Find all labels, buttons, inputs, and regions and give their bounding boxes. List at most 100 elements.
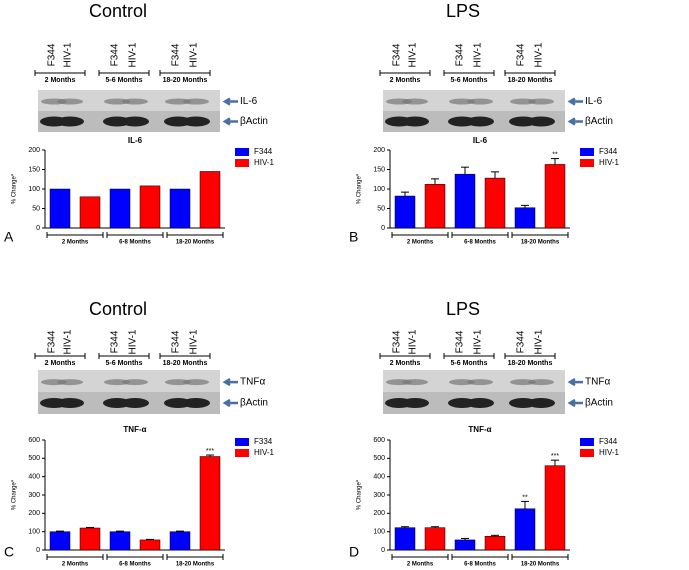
bar (139, 539, 161, 551)
significance-mark: *** (206, 448, 214, 455)
legend-label: F334 (254, 437, 273, 446)
lane-group-label: 5-6 Months (451, 77, 488, 84)
bar (484, 177, 506, 229)
y-tick-label: 0 (36, 547, 40, 554)
panel-title: Control (89, 299, 147, 319)
blot-band (467, 98, 493, 105)
lane-label: HIV-1 (128, 42, 139, 67)
blot-band (527, 116, 555, 127)
legend-swatch (580, 159, 594, 167)
y-axis-label: % Change* (12, 173, 18, 204)
lane-group-label: 18-20 Months (163, 77, 208, 84)
legend-swatch (580, 148, 594, 156)
bar (454, 539, 476, 551)
panel: LPS D F344 HIV-1 F344 HIV-1 F344 HIV-1 2 Months 5… (349, 299, 620, 568)
blot-band (121, 116, 149, 127)
blot-band (449, 379, 475, 386)
chart-title: TNF-α (123, 425, 146, 434)
blot-band (182, 398, 210, 408)
lane-group-label: 2 Months (45, 360, 76, 367)
bar (199, 456, 221, 551)
blot-band (510, 379, 536, 386)
blot-band (401, 116, 429, 127)
x-tick-label: 6-8 Months (464, 562, 496, 568)
band-arrow (567, 378, 583, 387)
bar (49, 188, 71, 229)
band-label: TNFα (240, 377, 265, 388)
y-tick-label: 100 (28, 186, 40, 193)
y-axis-label: % Change* (12, 479, 18, 510)
y-tick-label: 200 (28, 147, 40, 154)
band-arrow (567, 117, 583, 126)
legend-label: F344 (254, 147, 273, 156)
bar (169, 188, 191, 229)
blot-band (402, 98, 428, 105)
y-tick-label: 400 (28, 474, 40, 481)
bar (109, 188, 131, 229)
lane-group-label: 2 Months (390, 360, 421, 367)
y-tick-label: 150 (28, 166, 40, 173)
x-tick-label: 6-8 Months (119, 562, 151, 568)
x-tick-label: 2 Months (407, 562, 434, 568)
blot-band (56, 398, 84, 408)
blot-band (57, 379, 83, 386)
lane-group-label: 2 Months (45, 77, 76, 84)
blot-band (165, 98, 191, 105)
lane-label: F344 (171, 330, 182, 353)
band-label: βActin (585, 116, 613, 127)
lane-label: F344 (392, 330, 403, 353)
band-arrow (567, 97, 583, 106)
legend-label: HIV-1 (254, 158, 275, 167)
legend-swatch (580, 449, 594, 457)
blot-band (56, 116, 84, 127)
lane-label: HIV-1 (473, 329, 484, 354)
legend-swatch (235, 438, 249, 446)
bar (199, 171, 221, 229)
lane-label: HIV-1 (534, 329, 545, 354)
lane-label: HIV-1 (128, 329, 139, 354)
panel-title: Control (89, 1, 147, 21)
lane-label: HIV-1 (473, 42, 484, 67)
lane-label: HIV-1 (63, 42, 74, 67)
panel-letter: A (4, 229, 14, 245)
x-tick-label: 18-20 Months (176, 240, 215, 246)
y-tick-label: 200 (373, 147, 385, 154)
blot-band (122, 98, 148, 105)
band-arrow (222, 378, 238, 387)
blot-band (183, 98, 209, 105)
x-tick-label: 6-8 Months (464, 240, 496, 246)
bar (394, 195, 416, 229)
panel-letter: D (349, 544, 359, 560)
y-tick-label: 0 (381, 225, 385, 232)
legend-swatch (580, 438, 594, 446)
blot-band (527, 398, 555, 408)
lane-group-label: 18-20 Months (508, 77, 553, 84)
bar (79, 196, 101, 229)
x-tick-label: 2 Months (62, 240, 89, 246)
bar (514, 207, 536, 229)
y-axis-label: % Change* (357, 479, 363, 510)
legend-swatch (235, 449, 249, 457)
lane-group-label: 2 Months (390, 77, 421, 84)
panel-title: LPS (446, 1, 480, 21)
blot-band (402, 379, 428, 386)
lane-label: HIV-1 (408, 329, 419, 354)
legend-swatch (235, 148, 249, 156)
blot-band (467, 379, 493, 386)
lane-label: F344 (110, 330, 121, 353)
band-label: IL-6 (240, 96, 258, 107)
lane-group-label: 5-6 Months (451, 360, 488, 367)
blot-band (466, 116, 494, 127)
bar (109, 531, 131, 551)
y-tick-label: 400 (373, 474, 385, 481)
y-tick-label: 0 (381, 547, 385, 554)
significance-mark: ** (522, 494, 528, 501)
x-tick-label: 2 Months (407, 240, 434, 246)
blot-band (183, 379, 209, 386)
band-label: βActin (585, 398, 613, 409)
blot-band (57, 98, 83, 105)
lane-label: F344 (47, 330, 58, 353)
legend-swatch (235, 159, 249, 167)
bar (139, 185, 161, 229)
